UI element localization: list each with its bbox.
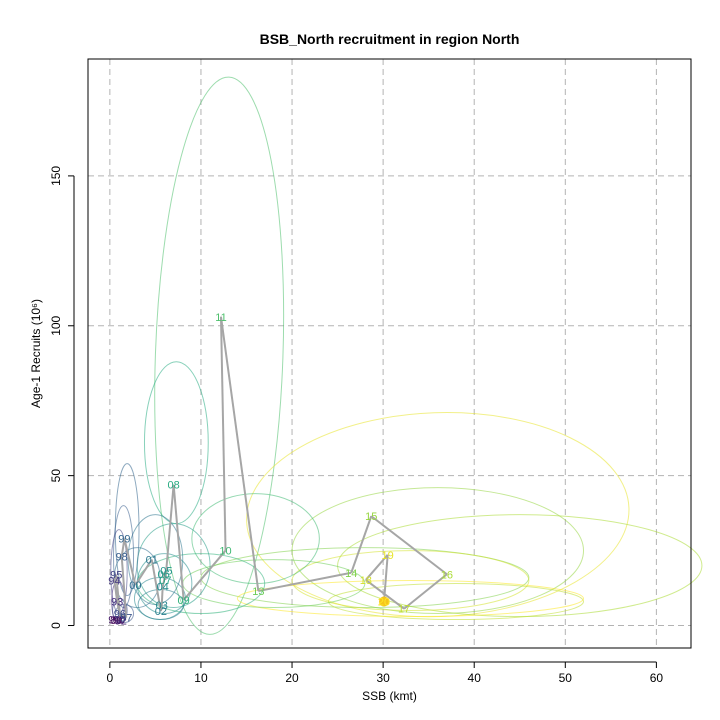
year-label-07: 07: [159, 575, 171, 587]
year-labels: 8990919293949596979899000102030405060708…: [108, 312, 453, 628]
y-tick-label: 0: [49, 622, 63, 629]
y-tick-label: 100: [49, 315, 63, 335]
year-label-03: 03: [156, 600, 168, 612]
x-tick-label: 30: [376, 671, 390, 685]
trajectory-segment: [219, 316, 260, 592]
year-label-00: 00: [129, 580, 141, 592]
confidence-ellipse-11: [154, 76, 285, 635]
grid: [88, 59, 691, 648]
year-label-91: 91: [108, 615, 120, 627]
y-axis-label: Age-1 Recruits (10⁶): [29, 299, 43, 408]
x-axis-label: SSB (kmt): [362, 689, 417, 703]
year-label-17: 17: [398, 604, 410, 616]
year-label-02: 02: [155, 606, 167, 618]
trajectory-segment: [219, 316, 227, 551]
y-tick-label: 50: [49, 469, 63, 483]
year-label-97: 97: [120, 613, 132, 625]
year-label-95: 95: [110, 570, 122, 582]
latest-year-marker: [379, 596, 390, 607]
trajectory-segment: [350, 515, 373, 574]
chart-title: BSB_North recruitment in region North: [260, 31, 520, 47]
year-label-05: 05: [160, 566, 172, 578]
year-label-94: 94: [108, 576, 120, 588]
trajectory-segment: [150, 559, 162, 612]
trajectory-segment: [123, 538, 137, 586]
trajectory-segment: [370, 515, 448, 576]
trajectory-segment: [159, 604, 163, 612]
trajectory-segment: [160, 586, 164, 606]
confidence-ellipse-18: [291, 550, 530, 612]
plot-frame: [87, 58, 692, 649]
x-tick-label: 60: [650, 671, 664, 685]
year-label-11: 11: [215, 312, 226, 324]
year-label-99: 99: [118, 534, 130, 546]
year-label-98: 98: [116, 552, 128, 564]
confidence-ellipse-01: [127, 514, 184, 606]
year-label-06: 06: [157, 569, 169, 581]
confidence-ellipse-10: [191, 493, 320, 585]
year-label-10: 10: [219, 546, 231, 558]
y-tick-label: 150: [49, 166, 63, 186]
trajectory-segment: [114, 618, 121, 622]
year-label-16: 16: [441, 569, 453, 581]
year-label-01: 01: [146, 555, 158, 567]
x-tick-label: 20: [285, 671, 299, 685]
year-label-08: 08: [167, 480, 179, 492]
trajectory-segment: [115, 574, 121, 614]
year-label-13: 13: [252, 586, 264, 598]
confidence-ellipse-16: [337, 514, 703, 618]
year-label-04: 04: [157, 582, 169, 594]
year-label-96: 96: [114, 609, 126, 621]
trajectory-segment: [164, 484, 175, 581]
year-label-14: 14: [345, 568, 357, 580]
confidence-ellipse-17: [327, 583, 585, 621]
x-tick-label: 40: [468, 671, 482, 685]
year-label-15: 15: [365, 511, 377, 523]
year-label-89: 89: [110, 615, 122, 627]
year-label-90: 90: [113, 615, 125, 627]
x-tick-label: 10: [194, 671, 208, 685]
trajectory-segment: [120, 538, 126, 557]
trajectory-lines: [113, 316, 448, 622]
year-label-19: 19: [382, 550, 394, 562]
year-label-09: 09: [178, 595, 190, 607]
trajectory-segment: [383, 554, 389, 602]
trajectory-segment: [258, 571, 352, 593]
x-tick-label: 50: [559, 671, 573, 685]
trajectory-segment: [182, 549, 227, 601]
confidence-ellipse-20: [236, 580, 585, 618]
trajectory-segment: [113, 580, 119, 602]
trajectory-segment: [120, 556, 128, 618]
x-tick-label: 0: [107, 671, 114, 685]
trajectory-segment: [172, 484, 185, 601]
trajectory-segment: [119, 612, 127, 619]
trajectory-segment: [134, 559, 153, 586]
trajectory-segment: [403, 573, 448, 610]
year-label-93: 93: [111, 597, 123, 609]
year-label-92: 92: [115, 615, 127, 627]
year-label-20: 20: [378, 597, 390, 609]
year-label-18: 18: [360, 575, 372, 587]
confidence-ellipse-96: [112, 598, 128, 624]
trajectory-segment: [365, 554, 389, 581]
